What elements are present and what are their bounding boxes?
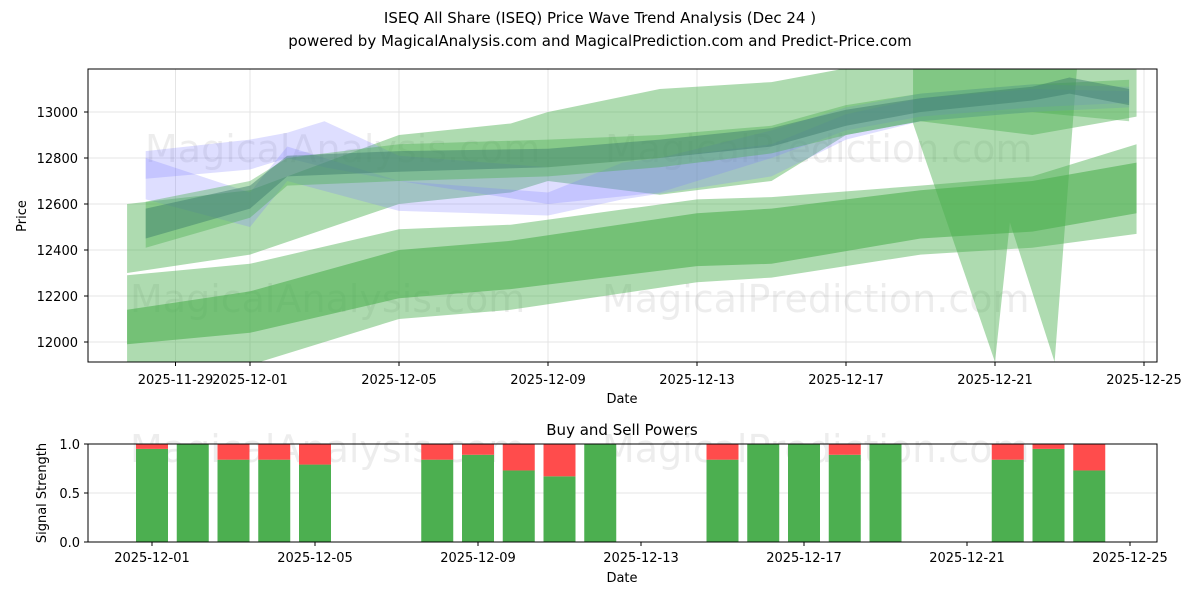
sell-bar bbox=[1073, 444, 1106, 471]
y-axis-label: Signal Strength bbox=[35, 443, 50, 543]
x-tick-label: 2025-12-13 bbox=[603, 551, 679, 566]
x-axis-label: Date bbox=[606, 392, 637, 407]
sell-bar bbox=[543, 444, 576, 477]
x-tick-label: 2025-12-25 bbox=[1092, 551, 1168, 566]
buy-bar bbox=[462, 454, 494, 542]
chart-title: ISEQ All Share (ISEQ) Price Wave Trend A… bbox=[383, 9, 817, 27]
watermark: MagicalPrediction.com bbox=[602, 277, 1030, 321]
x-tick-label: 2025-12-01 bbox=[212, 373, 288, 388]
buy-bar bbox=[869, 444, 902, 542]
buy-bar bbox=[502, 470, 535, 542]
band-spike bbox=[913, 69, 1077, 362]
band-upper-outer bbox=[127, 69, 1137, 273]
buy-bar bbox=[1032, 448, 1065, 542]
x-tick-label: 2025-12-25 bbox=[1106, 373, 1182, 388]
sell-bar bbox=[991, 444, 1024, 460]
x-tick-label: 2025-12-05 bbox=[361, 373, 437, 388]
x-tick-label: 2025-12-13 bbox=[659, 373, 735, 388]
plot-frame bbox=[87, 443, 1158, 543]
y-axis-label: Price bbox=[15, 200, 30, 232]
x-tick-label: 2025-12-21 bbox=[929, 551, 1005, 566]
buy-bar bbox=[828, 454, 861, 542]
buy-bar bbox=[584, 444, 617, 542]
y-tick-label: 12200 bbox=[37, 290, 78, 305]
x-tick-label: 2025-12-05 bbox=[277, 551, 353, 566]
x-tick-label: 2025-12-09 bbox=[510, 373, 586, 388]
sell-bar bbox=[421, 444, 454, 460]
y-tick-label: 0.0 bbox=[59, 536, 80, 551]
buy-bar bbox=[1073, 470, 1106, 542]
y-tick-label: 1.0 bbox=[59, 438, 80, 453]
y-tick-label: 12600 bbox=[37, 198, 78, 213]
x-tick-label: 2025-12-09 bbox=[440, 551, 516, 566]
y-tick-label: 12800 bbox=[37, 152, 78, 167]
y-tick-label: 0.5 bbox=[59, 487, 80, 502]
sell-bar bbox=[136, 444, 168, 449]
band-blue-lower bbox=[145, 89, 1130, 227]
buy-bar bbox=[299, 464, 331, 542]
band-blue-upper bbox=[145, 84, 1130, 204]
sell-bar bbox=[828, 444, 861, 455]
chart-subtitle: powered by MagicalAnalysis.com and Magic… bbox=[288, 32, 912, 50]
sell-bar bbox=[462, 444, 494, 455]
buy-bar bbox=[788, 444, 820, 542]
watermark: MagicalPrediction.com bbox=[605, 127, 1033, 171]
band-lower-inner bbox=[127, 162, 1137, 345]
bar-chart-title: Buy and Sell Powers bbox=[546, 421, 698, 439]
band-teal-core bbox=[145, 77, 1130, 239]
sell-bar bbox=[1032, 444, 1065, 449]
x-tick-label: 2025-12-17 bbox=[808, 373, 884, 388]
buy-bar bbox=[176, 444, 209, 542]
buy-bar bbox=[258, 459, 291, 542]
y-tick-label: 12400 bbox=[37, 244, 78, 259]
buy-bar bbox=[991, 459, 1024, 542]
x-tick-label: 2025-12-21 bbox=[957, 373, 1033, 388]
sell-bar bbox=[258, 444, 291, 460]
buy-bar bbox=[136, 448, 168, 542]
buy-bar bbox=[421, 459, 454, 542]
y-tick-label: 13000 bbox=[37, 106, 78, 121]
buy-bar bbox=[543, 476, 576, 542]
x-tick-label: 2025-11-29 bbox=[138, 373, 214, 388]
buy-bar bbox=[217, 459, 250, 542]
sell-bar bbox=[299, 444, 331, 465]
x-tick-label: 2025-12-17 bbox=[766, 551, 842, 566]
bands bbox=[127, 69, 1137, 362]
buy-bar bbox=[706, 459, 739, 542]
x-axis-label: Date bbox=[606, 571, 637, 586]
x-tick-label: 2025-12-01 bbox=[114, 551, 190, 566]
watermark: MagicalAnalysis.com bbox=[145, 127, 540, 171]
y-tick-label: 12000 bbox=[37, 336, 78, 351]
plot-frame bbox=[87, 68, 1158, 363]
buy-bar bbox=[747, 444, 780, 542]
sell-bar bbox=[706, 444, 739, 460]
sell-bar bbox=[217, 444, 250, 460]
band-mid-green bbox=[145, 79, 1130, 248]
sell-bar bbox=[502, 444, 535, 471]
